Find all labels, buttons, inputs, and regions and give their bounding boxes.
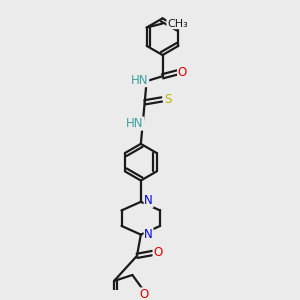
Text: O: O — [153, 247, 162, 260]
Text: S: S — [164, 93, 171, 106]
Text: O: O — [139, 288, 148, 300]
Text: CH₃: CH₃ — [167, 19, 188, 29]
Text: HN: HN — [126, 117, 144, 130]
Text: N: N — [144, 228, 153, 241]
Text: HN: HN — [131, 74, 148, 87]
Text: O: O — [178, 66, 187, 79]
Text: N: N — [144, 194, 153, 207]
